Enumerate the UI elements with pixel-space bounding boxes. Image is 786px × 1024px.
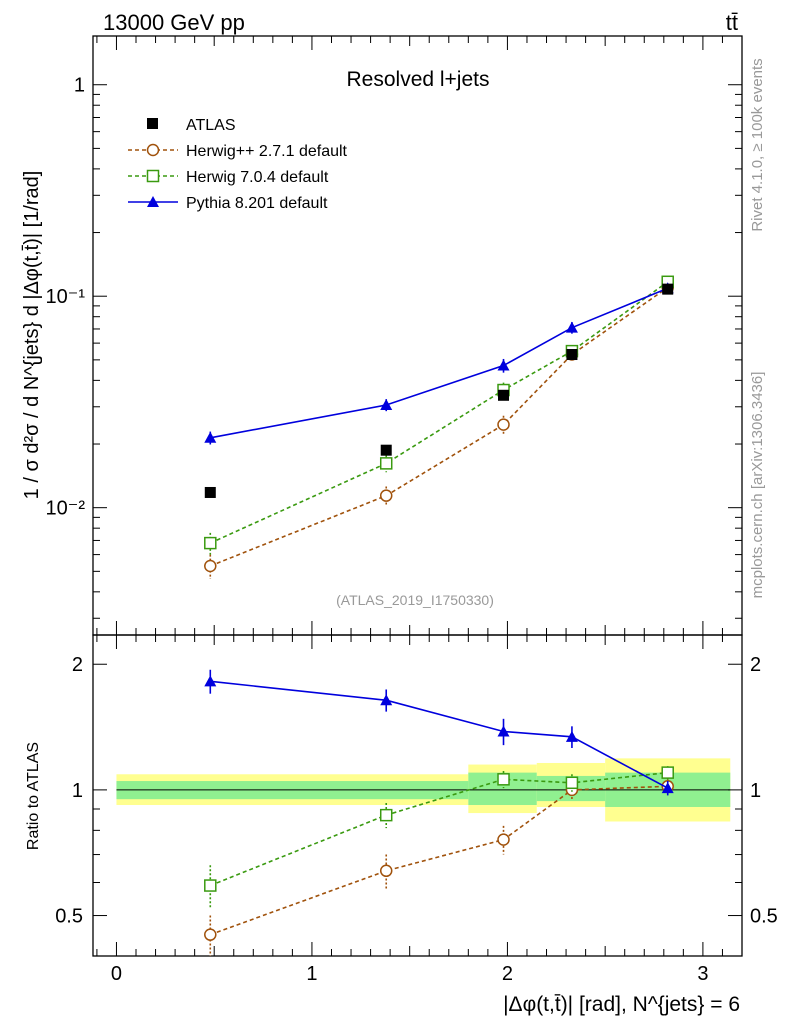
ratio-y-tick-label-right: 0.5 <box>750 906 778 928</box>
ratio-point-herwig7 <box>204 879 217 892</box>
main-point-atlas <box>204 486 216 498</box>
ratio-point-pythia <box>380 694 393 706</box>
main-point-herwig7 <box>204 536 217 550</box>
process-label: tt̄ <box>726 10 738 35</box>
legend-label-atlas: ATLAS <box>186 117 236 134</box>
ratio-point-herwig7 <box>661 766 674 779</box>
main-point-herwigpp <box>379 489 393 502</box>
legend-marker-pythia <box>147 196 159 207</box>
ratio-point-pythia <box>661 782 674 794</box>
legend-marker-atlas <box>147 118 158 129</box>
ratio-frame <box>92 634 743 957</box>
legend: ATLAS Herwig++ 2.7.1 default Herwig 7.0.… <box>128 117 348 212</box>
mcplots-label: mcplots.cern.ch [arXiv:1306.3436] <box>749 372 766 599</box>
ratio-y-tick-label-right: 1 <box>750 780 761 802</box>
x-tick-label: 3 <box>697 963 708 985</box>
plot-title: Resolved l+jets <box>347 68 490 91</box>
ratio-point-pythia <box>204 675 217 687</box>
ratio-point-herwigpp <box>497 833 510 846</box>
ratio-point-pythia <box>497 725 510 737</box>
legend-label-herwig7: Herwig 7.0.4 default <box>186 169 329 186</box>
ratio-y-tick-label: 1 <box>72 780 83 802</box>
main-line-herwigpp <box>209 286 669 567</box>
ratio-point-herwig7 <box>379 808 393 822</box>
main-point-pythia <box>565 321 578 333</box>
analysis-label: (ATLAS_2019_I1750330) <box>336 592 494 608</box>
x-tick-label: 0 <box>111 963 122 985</box>
x-tick-label: 1 <box>306 963 317 985</box>
main-line-herwig7 <box>209 281 669 544</box>
main-point-herwig7 <box>379 457 393 470</box>
main-point-pythia <box>380 398 393 410</box>
main-y-tick-label: 10⁻¹ <box>46 286 86 308</box>
main-point-atlas <box>498 389 510 401</box>
legend-marker-herwig7 <box>146 169 160 183</box>
ratio-y-axis-title: Ratio to ATLAS <box>25 742 42 850</box>
main-y-tick-label: 1 <box>74 75 85 97</box>
ratio-point-herwig7 <box>565 776 579 790</box>
legend-label-pythia: Pythia 8.201 default <box>186 195 328 212</box>
ratio-point-herwigpp <box>379 864 393 878</box>
main-point-atlas <box>380 444 392 456</box>
ratio-point-herwig7 <box>497 773 510 786</box>
main-point-pythia <box>497 359 510 371</box>
energy-label: 13000 GeV pp <box>103 10 245 35</box>
main-y-axis-title: 1 / σ d²σ / d N^{jets} d |Δφ(t,t̄)| [1/r… <box>21 171 43 500</box>
main-line-pythia <box>210 287 669 439</box>
legend-marker-herwigpp <box>146 143 160 157</box>
main-point-atlas <box>566 349 578 361</box>
ratio-line-herwig7 <box>209 771 668 887</box>
ratio-panel: 0.5 0.5 1 1 2 2 0 1 2 3 <box>55 634 778 985</box>
x-axis-title: |Δφ(t,t̄)| [rad], N^{jets} = 6 <box>503 993 740 1016</box>
ratio-y-tick-label-right: 2 <box>750 654 761 676</box>
main-point-herwigpp <box>204 559 217 573</box>
legend-label-herwigpp: Herwig++ 2.7.1 default <box>186 143 348 160</box>
main-point-herwigpp <box>497 418 510 431</box>
x-tick-label: 2 <box>502 963 513 985</box>
main-point-atlas <box>662 283 674 295</box>
ratio-y-tick-label: 2 <box>72 654 83 676</box>
rivet-label: Rivet 4.1.0, ≥ 100k events <box>749 58 766 231</box>
ratio-line-herwigpp <box>210 785 668 936</box>
ratio-y-tick-label: 0.5 <box>55 906 83 928</box>
main-y-tick-label: 10⁻² <box>46 498 86 520</box>
main-point-pythia <box>204 431 217 443</box>
ratio-point-herwigpp <box>204 928 217 941</box>
ratio-point-pythia <box>565 730 578 742</box>
